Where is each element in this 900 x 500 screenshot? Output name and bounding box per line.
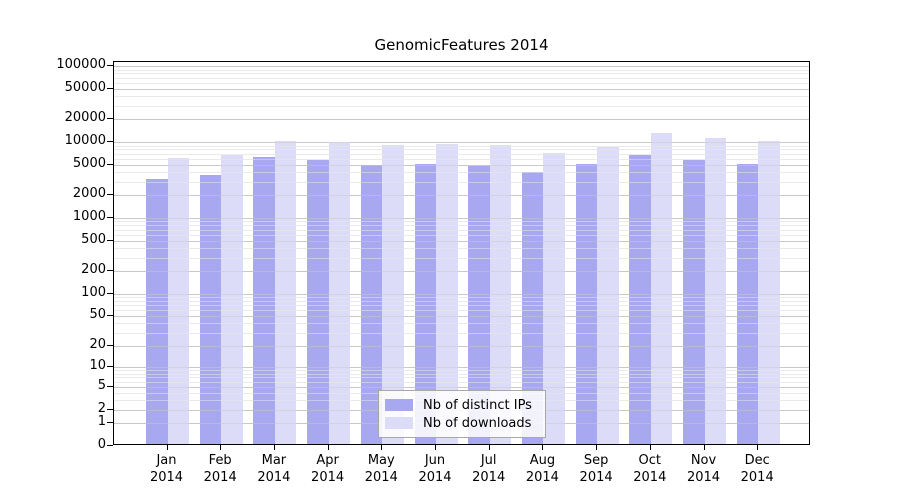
plot-area: [113, 61, 810, 445]
legend-row: Nb of distinct IPs: [385, 396, 539, 414]
bar-nb-of-downloads-apr: [329, 142, 351, 444]
y-tick-label-100: 100: [26, 285, 106, 300]
gridline-minor: [114, 96, 809, 97]
bar-nb-of-distinct-ips-feb: [200, 175, 222, 444]
y-tick-label-5: 5: [26, 378, 106, 393]
y-tick-0: [107, 445, 113, 446]
bar-nb-of-downloads-sep: [597, 147, 619, 444]
legend-label: Nb of distinct IPs: [423, 398, 532, 413]
y-tick-label-200: 200: [26, 262, 106, 277]
y-tick-20: [107, 345, 113, 346]
chart-title: GenomicFeatures 2014: [113, 36, 810, 54]
bar-nb-of-distinct-ips-jan: [146, 179, 168, 444]
bar-nb-of-downloads-nov: [705, 138, 727, 444]
bar-nb-of-distinct-ips-nov: [683, 160, 705, 444]
x-tick-label-apr: Apr2014: [298, 452, 358, 486]
y-tick-100000: [107, 65, 113, 66]
bar-nb-of-distinct-ips-dec: [737, 164, 759, 445]
y-tick-5000: [107, 164, 113, 165]
x-tick-mar: [274, 445, 275, 450]
x-tick-label-jan: Jan2014: [137, 452, 197, 486]
y-tick-label-2: 2: [26, 401, 106, 416]
y-tick-2000: [107, 194, 113, 195]
gridline-minor: [114, 70, 809, 71]
y-tick-label-100000: 100000: [26, 57, 106, 72]
x-tick-label-sep: Sep2014: [566, 452, 626, 486]
bar-nb-of-distinct-ips-sep: [576, 164, 598, 444]
y-tick-label-0: 0: [26, 437, 106, 452]
x-tick-nov: [704, 445, 705, 450]
x-tick-jun: [435, 445, 436, 450]
y-tick-2: [107, 409, 113, 410]
x-tick-label-aug: Aug2014: [512, 452, 572, 486]
y-tick-10000: [107, 141, 113, 142]
x-tick-aug: [542, 445, 543, 450]
x-tick-sep: [596, 445, 597, 450]
legend-row: Nb of downloads: [385, 414, 539, 432]
y-tick-label-10: 10: [26, 358, 106, 373]
bar-nb-of-distinct-ips-mar: [253, 157, 275, 444]
y-tick-20000: [107, 118, 113, 119]
x-tick-dec: [757, 445, 758, 450]
bar-nb-of-downloads-dec: [758, 141, 780, 444]
bar-nb-of-downloads-aug: [543, 153, 565, 444]
y-tick-10: [107, 366, 113, 367]
x-tick-may: [381, 445, 382, 450]
y-tick-50000: [107, 88, 113, 89]
y-tick-5: [107, 386, 113, 387]
gridline-minor: [114, 83, 809, 84]
gridline-major-50000: [114, 89, 809, 90]
y-tick-label-50000: 50000: [26, 80, 106, 95]
bar-nb-of-distinct-ips-apr: [307, 160, 329, 444]
legend-swatch-nb-of-distinct-ips: [385, 399, 413, 411]
bar-nb-of-downloads-feb: [221, 155, 243, 444]
gridline-minor: [114, 106, 809, 107]
y-tick-label-500: 500: [26, 232, 106, 247]
y-tick-label-2000: 2000: [26, 186, 106, 201]
x-tick-label-dec: Dec2014: [727, 452, 787, 486]
bar-nb-of-downloads-oct: [651, 133, 673, 444]
y-tick-label-50: 50: [26, 307, 106, 322]
bar-nb-of-downloads-mar: [275, 141, 297, 444]
y-tick-label-5000: 5000: [26, 156, 106, 171]
legend-swatch-nb-of-downloads: [385, 417, 413, 429]
x-tick-label-nov: Nov2014: [674, 452, 734, 486]
legend-label: Nb of downloads: [423, 416, 531, 431]
x-tick-label-jul: Jul2014: [459, 452, 519, 486]
gridline-major-20000: [114, 119, 809, 120]
bar-nb-of-downloads-jan: [168, 158, 190, 444]
chart-figure: GenomicFeatures 2014 0 12 5 10 20 50 100 200 500…: [0, 0, 900, 500]
y-tick-label-1: 1: [26, 414, 106, 429]
x-tick-label-may: May2014: [351, 452, 411, 486]
y-tick-1000: [107, 217, 113, 218]
y-tick-label-10000: 10000: [26, 133, 106, 148]
x-tick-label-jun: Jun2014: [405, 452, 465, 486]
y-tick-label-20: 20: [26, 337, 106, 352]
gridline-minor: [114, 73, 809, 74]
x-tick-label-mar: Mar2014: [244, 452, 304, 486]
y-tick-500: [107, 240, 113, 241]
x-tick-feb: [220, 445, 221, 450]
y-tick-label-1000: 1000: [26, 209, 106, 224]
x-tick-jan: [167, 445, 168, 450]
y-tick-100: [107, 293, 113, 294]
x-tick-label-oct: Oct2014: [620, 452, 680, 486]
x-tick-oct: [650, 445, 651, 450]
gridline-minor: [114, 78, 809, 79]
x-tick-apr: [328, 445, 329, 450]
y-tick-label-20000: 20000: [26, 110, 106, 125]
y-tick-1: [107, 422, 113, 423]
legend: Nb of distinct IPs Nb of downloads: [378, 390, 546, 438]
gridline-major-100000: [114, 66, 809, 67]
x-tick-jul: [489, 445, 490, 450]
y-tick-50: [107, 315, 113, 316]
y-tick-200: [107, 270, 113, 271]
bar-nb-of-distinct-ips-oct: [629, 155, 651, 444]
x-tick-label-feb: Feb2014: [190, 452, 250, 486]
